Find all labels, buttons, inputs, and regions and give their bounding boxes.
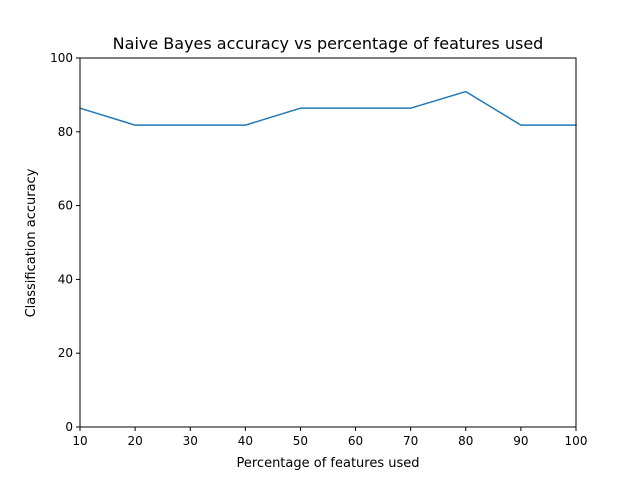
x-tick-label: 40	[238, 434, 253, 448]
x-tick-label: 50	[293, 434, 308, 448]
series-line-0	[79, 90, 577, 126]
y-tick-label: 100	[50, 51, 73, 65]
x-tick-label: 30	[183, 434, 198, 448]
x-tick-label: 70	[403, 434, 418, 448]
y-tick-label: 40	[58, 272, 73, 286]
x-axis-label: Percentage of features used	[236, 456, 419, 471]
y-tick-label: 20	[58, 346, 73, 360]
y-axis-label: Classification accuracy	[24, 168, 39, 317]
x-tick-label: 90	[513, 434, 528, 448]
x-tick-label: 60	[348, 434, 363, 448]
x-tick-label: 20	[127, 434, 142, 448]
x-tick-label: 80	[458, 434, 473, 448]
x-tick-label: 10	[72, 434, 87, 448]
axes-frame	[79, 57, 577, 428]
y-tick-label: 80	[58, 125, 73, 139]
y-tick-label: 60	[58, 199, 73, 213]
chart-title: Naive Bayes accuracy vs percentage of fe…	[113, 34, 544, 53]
plot-area: 10 20 30 40 50 60 70 80 90 100 0 20 40 60 80 100	[50, 51, 587, 448]
y-tick-label: 0	[65, 420, 73, 434]
x-tick-label: 100	[565, 434, 588, 448]
